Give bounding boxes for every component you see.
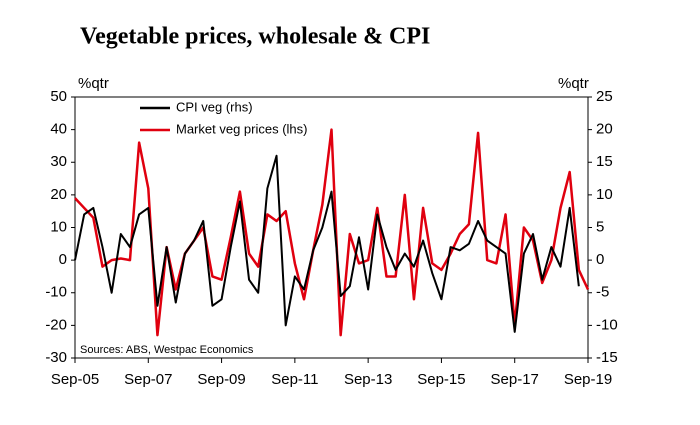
legend-label: Market veg prices (lhs): [176, 121, 307, 136]
y2-tick-label: 10: [596, 186, 613, 203]
x-tick-label: Sep-17: [491, 371, 539, 388]
y-tick-label: 10: [50, 218, 67, 235]
y2-axis-label: %qtr: [558, 75, 589, 92]
y2-tick-label: -10: [596, 316, 618, 333]
y2-tick-label: -5: [596, 284, 609, 301]
series-line: [74, 128, 590, 337]
series-line: [74, 154, 580, 333]
y-tick-label: 30: [50, 153, 67, 170]
legend-label: CPI veg (rhs): [176, 99, 253, 114]
y-tick-label: 40: [50, 121, 67, 138]
y-tick-label: -20: [45, 316, 67, 333]
y2-tick-label: -15: [596, 349, 618, 366]
x-tick-label: Sep-13: [344, 371, 392, 388]
chart-title: Vegetable prices, wholesale & CPI: [80, 24, 430, 50]
y-tick-label: -30: [45, 349, 67, 366]
y2-tick-label: 5: [596, 218, 604, 235]
y-tick-label: 0: [59, 251, 67, 268]
y2-tick-label: 0: [596, 251, 604, 268]
y-tick-label: 20: [50, 186, 67, 203]
x-tick-label: Sep-07: [124, 371, 172, 388]
x-tick-label: Sep-09: [197, 371, 245, 388]
y2-tick-label: 15: [596, 153, 613, 170]
y-tick-label: -10: [45, 284, 67, 301]
y2-tick-label: 25: [596, 88, 613, 105]
x-tick-label: Sep-05: [51, 371, 99, 388]
y-axis-label: %qtr: [78, 75, 109, 92]
x-tick-label: Sep-19: [564, 371, 612, 388]
x-tick-label: Sep-11: [271, 371, 318, 388]
source-note: Sources: ABS, Westpac Economics: [80, 344, 254, 356]
y2-tick-label: 20: [596, 121, 613, 138]
y-tick-label: 50: [50, 88, 67, 105]
x-tick-label: Sep-15: [417, 371, 465, 388]
